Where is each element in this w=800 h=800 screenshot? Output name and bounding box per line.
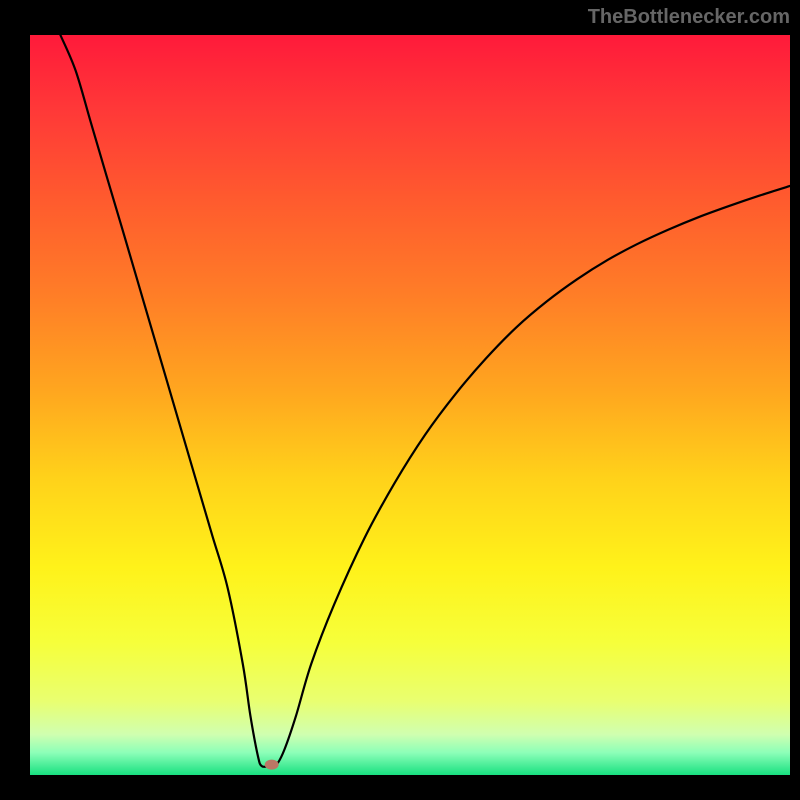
minimum-marker [265, 760, 279, 770]
watermark-text: TheBottlenecker.com [588, 6, 790, 29]
bottleneck-chart [0, 0, 800, 800]
chart-container: TheBottlenecker.com [0, 0, 800, 800]
plot-background [30, 35, 790, 775]
